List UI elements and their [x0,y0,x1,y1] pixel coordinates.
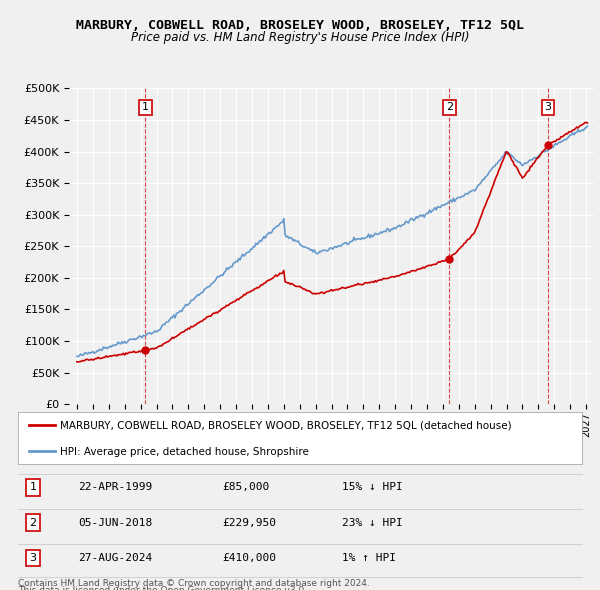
Text: Price paid vs. HM Land Registry's House Price Index (HPI): Price paid vs. HM Land Registry's House … [131,31,469,44]
Text: This data is licensed under the Open Government Licence v3.0.: This data is licensed under the Open Gov… [18,586,307,590]
Text: £229,950: £229,950 [222,518,276,527]
Text: 23% ↓ HPI: 23% ↓ HPI [342,518,403,527]
Text: £85,000: £85,000 [222,483,269,492]
Text: 1: 1 [142,103,149,113]
Text: 1: 1 [29,483,37,492]
Text: MARBURY, COBWELL ROAD, BROSELEY WOOD, BROSELEY, TF12 5QL: MARBURY, COBWELL ROAD, BROSELEY WOOD, BR… [76,19,524,32]
Text: 27-AUG-2024: 27-AUG-2024 [78,553,152,563]
Text: 22-APR-1999: 22-APR-1999 [78,483,152,492]
Text: £410,000: £410,000 [222,553,276,563]
Text: 2: 2 [446,103,453,113]
Text: MARBURY, COBWELL ROAD, BROSELEY WOOD, BROSELEY, TF12 5QL (detached house): MARBURY, COBWELL ROAD, BROSELEY WOOD, BR… [60,421,512,431]
Text: 2: 2 [29,518,37,527]
Text: 05-JUN-2018: 05-JUN-2018 [78,518,152,527]
Text: HPI: Average price, detached house, Shropshire: HPI: Average price, detached house, Shro… [60,447,309,457]
Text: 3: 3 [544,103,551,113]
Text: 1% ↑ HPI: 1% ↑ HPI [342,553,396,563]
Text: 15% ↓ HPI: 15% ↓ HPI [342,483,403,492]
Text: 3: 3 [29,553,37,563]
Text: Contains HM Land Registry data © Crown copyright and database right 2024.: Contains HM Land Registry data © Crown c… [18,579,370,588]
